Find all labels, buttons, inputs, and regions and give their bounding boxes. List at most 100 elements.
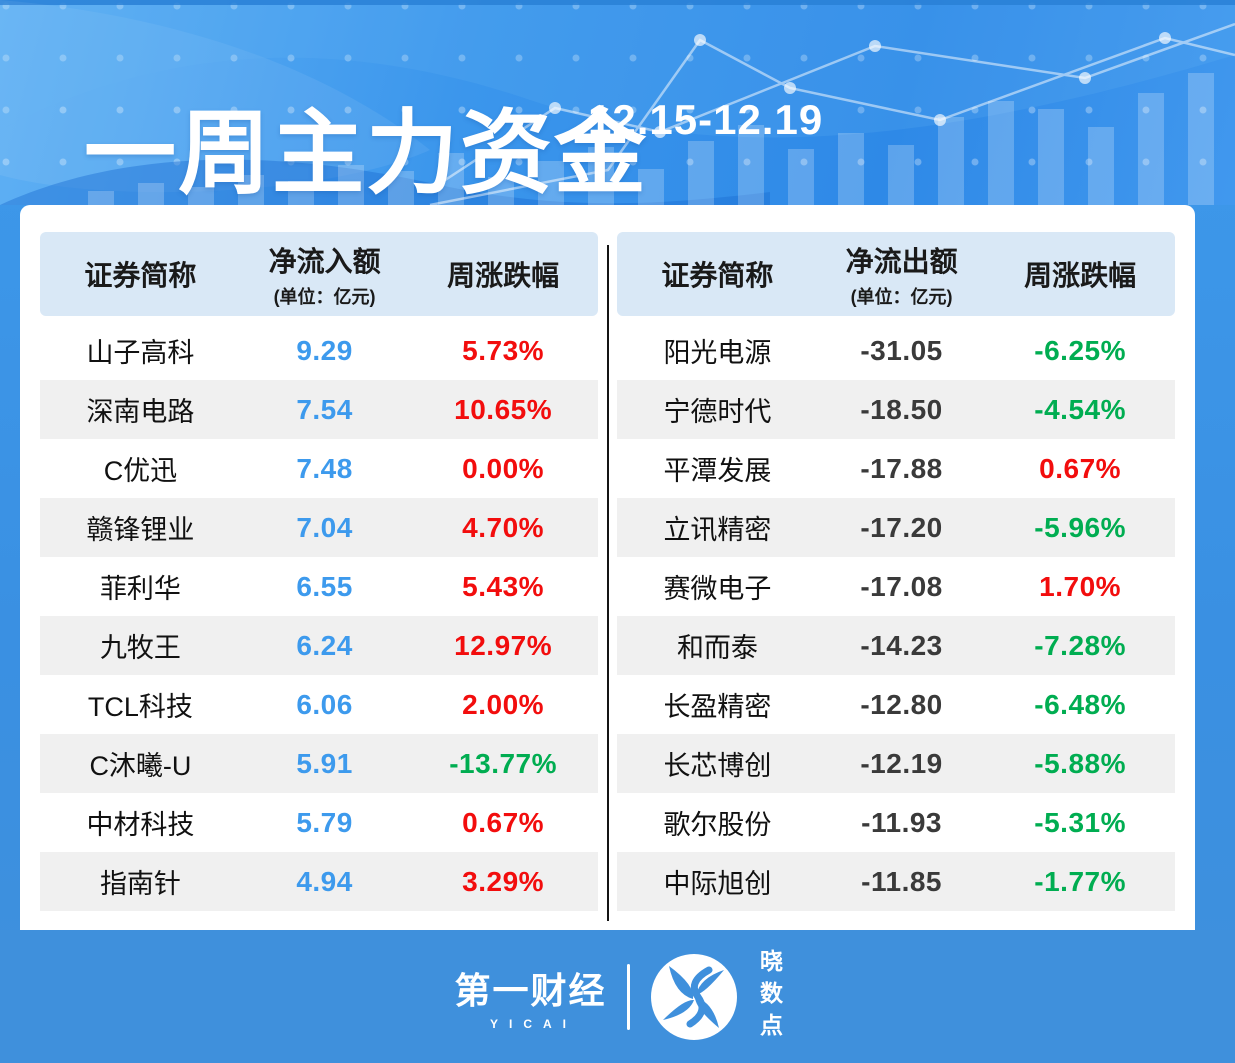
stock-name: 长盈精密 bbox=[663, 692, 772, 722]
xiaoshudian-label: 晓数点 bbox=[756, 948, 783, 1045]
stock-name: 指南针 bbox=[99, 869, 181, 899]
table-row: 歌尔股份 -11.93 -5.31% bbox=[617, 793, 1175, 852]
col-header-value-unit: (单位：亿元) bbox=[850, 286, 953, 307]
yicai-logo: 第一财经 YICAI bbox=[454, 962, 606, 1031]
flow-amount: 4.94 bbox=[296, 865, 353, 897]
weekly-change: 5.43% bbox=[462, 570, 545, 602]
weekly-change: -5.31% bbox=[1034, 806, 1126, 838]
weekly-change: 1.70% bbox=[1039, 570, 1122, 602]
weekly-change: -1.77% bbox=[1034, 865, 1126, 897]
inflow-table-header: 证券简称 净流入额 (单位：亿元) 周涨跌幅 bbox=[40, 232, 598, 316]
xiaoshudian-logo-icon bbox=[650, 953, 737, 1040]
table-row: 阳光电源 -31.05 -6.25% bbox=[617, 321, 1175, 380]
table-row: 中材科技 5.79 0.67% bbox=[40, 793, 598, 852]
table-row: 长芯博创 -12.19 -5.88% bbox=[617, 734, 1175, 793]
flow-amount: 7.04 bbox=[296, 511, 353, 543]
stock-name: 深南电路 bbox=[86, 397, 195, 427]
stock-name: 宁德时代 bbox=[663, 397, 772, 427]
table-divider bbox=[606, 245, 609, 921]
col-header-value-unit: (单位：亿元) bbox=[273, 286, 376, 307]
flow-amount: 5.79 bbox=[296, 806, 353, 838]
flow-amount: -11.93 bbox=[861, 806, 942, 838]
banner-bars-icon bbox=[88, 73, 1214, 205]
flow-amount: -12.80 bbox=[860, 688, 943, 720]
weekly-change: 10.65% bbox=[454, 393, 553, 425]
weekly-change: 4.70% bbox=[462, 511, 545, 543]
weekly-change: 2.00% bbox=[462, 688, 545, 720]
weekly-change: -5.88% bbox=[1034, 747, 1126, 779]
table-row: C沐曦-U 5.91 -13.77% bbox=[40, 734, 598, 793]
flow-amount: 7.48 bbox=[296, 452, 353, 484]
flow-amount: -18.50 bbox=[860, 393, 943, 425]
stock-name: 阳光电源 bbox=[663, 338, 772, 368]
col-header-value: 净流入额 (单位：亿元) bbox=[241, 240, 408, 309]
weekly-change: 0.00% bbox=[462, 452, 545, 484]
table-row: 中际旭创 -11.85 -1.77% bbox=[617, 852, 1175, 911]
col-header-name: 证券简称 bbox=[661, 260, 774, 291]
table-row: 赛微电子 -17.08 1.70% bbox=[617, 557, 1175, 616]
weekly-change: 3.29% bbox=[462, 865, 545, 897]
stock-name: 九牧王 bbox=[99, 633, 181, 663]
flow-amount: -12.19 bbox=[860, 747, 943, 779]
weekly-change: -4.54% bbox=[1034, 393, 1126, 425]
stock-name: 赛微电子 bbox=[663, 574, 772, 604]
flow-amount: -11.85 bbox=[861, 865, 942, 897]
outflow-table-header: 证券简称 净流出额 (单位：亿元) 周涨跌幅 bbox=[617, 232, 1175, 316]
table-row: 指南针 4.94 3.29% bbox=[40, 852, 598, 911]
flow-amount: -31.05 bbox=[860, 334, 943, 366]
col-header-value-main: 净流出额 bbox=[845, 245, 958, 277]
table-row: 山子高科 9.29 5.73% bbox=[40, 321, 598, 380]
stock-name: 立讯精密 bbox=[663, 515, 772, 545]
weekly-change: -6.25% bbox=[1034, 334, 1126, 366]
banner: 一周主力资金 12.15-12.19 bbox=[0, 0, 1235, 205]
table-row: 九牧王 6.24 12.97% bbox=[40, 616, 598, 675]
table-row: 菲利华 6.55 5.43% bbox=[40, 557, 598, 616]
stock-name: 山子高科 bbox=[86, 338, 195, 368]
weekly-change: 0.67% bbox=[1039, 452, 1122, 484]
stock-name: 平潭发展 bbox=[663, 456, 772, 486]
outflow-table: 证券简称 净流出额 (单位：亿元) 周涨跌幅 阳光电源 -31.05 -6.25… bbox=[617, 232, 1175, 930]
stock-name: 菲利华 bbox=[99, 574, 181, 604]
inflow-table: 证券简称 净流入额 (单位：亿元) 周涨跌幅 山子高科 9.29 5.73% 深… bbox=[40, 232, 598, 930]
inflow-table-body: 山子高科 9.29 5.73% 深南电路 7.54 10.65% C优迅 7.4… bbox=[40, 321, 598, 911]
banner-decoration bbox=[0, 0, 1235, 205]
stock-name: 和而泰 bbox=[676, 633, 758, 663]
col-header-value-main: 净流入额 bbox=[268, 245, 381, 277]
outflow-table-body: 阳光电源 -31.05 -6.25% 宁德时代 -18.50 -4.54% 平潭… bbox=[617, 321, 1175, 911]
table-row: 宁德时代 -18.50 -4.54% bbox=[617, 380, 1175, 439]
table-row: TCL科技 6.06 2.00% bbox=[40, 675, 598, 734]
col-header-change: 周涨跌幅 bbox=[1024, 260, 1137, 291]
stock-name: 中际旭创 bbox=[663, 869, 772, 899]
yicai-logo-cn: 第一财经 bbox=[454, 970, 607, 1011]
flow-amount: -14.23 bbox=[860, 629, 943, 661]
stock-name: TCL科技 bbox=[87, 692, 193, 722]
flow-amount: 5.91 bbox=[296, 747, 353, 779]
col-header-change: 周涨跌幅 bbox=[447, 260, 560, 291]
weekly-change: 12.97% bbox=[454, 629, 553, 661]
table-row: 深南电路 7.54 10.65% bbox=[40, 380, 598, 439]
content-card: 证券简称 净流入额 (单位：亿元) 周涨跌幅 山子高科 9.29 5.73% 深… bbox=[20, 205, 1195, 930]
stock-name: 中材科技 bbox=[86, 810, 195, 840]
table-row: 平潭发展 -17.88 0.67% bbox=[617, 439, 1175, 498]
weekly-change: -6.48% bbox=[1034, 688, 1126, 720]
yicai-logo-en: YICAI bbox=[489, 1017, 577, 1031]
flow-amount: 6.55 bbox=[296, 570, 353, 602]
stock-name: C优迅 bbox=[103, 456, 178, 486]
stock-name: C沐曦-U bbox=[89, 751, 192, 781]
weekly-change: -13.77% bbox=[449, 747, 558, 779]
flow-amount: 7.54 bbox=[296, 393, 353, 425]
table-row: 长盈精密 -12.80 -6.48% bbox=[617, 675, 1175, 734]
date-range: 12.15-12.19 bbox=[588, 96, 824, 143]
weekly-change: -7.28% bbox=[1034, 629, 1126, 661]
weekly-change: 0.67% bbox=[462, 806, 545, 838]
page-title: 一周主力资金 bbox=[84, 102, 649, 205]
stock-name: 赣锋锂业 bbox=[86, 515, 195, 545]
flow-amount: -17.88 bbox=[860, 452, 943, 484]
footer-divider bbox=[626, 963, 630, 1030]
weekly-change: -5.96% bbox=[1034, 511, 1126, 543]
table-row: 立讯精密 -17.20 -5.96% bbox=[617, 498, 1175, 557]
table-row: 和而泰 -14.23 -7.28% bbox=[617, 616, 1175, 675]
col-header-value: 净流出额 (单位：亿元) bbox=[818, 240, 985, 309]
flow-amount: -17.08 bbox=[860, 570, 943, 602]
